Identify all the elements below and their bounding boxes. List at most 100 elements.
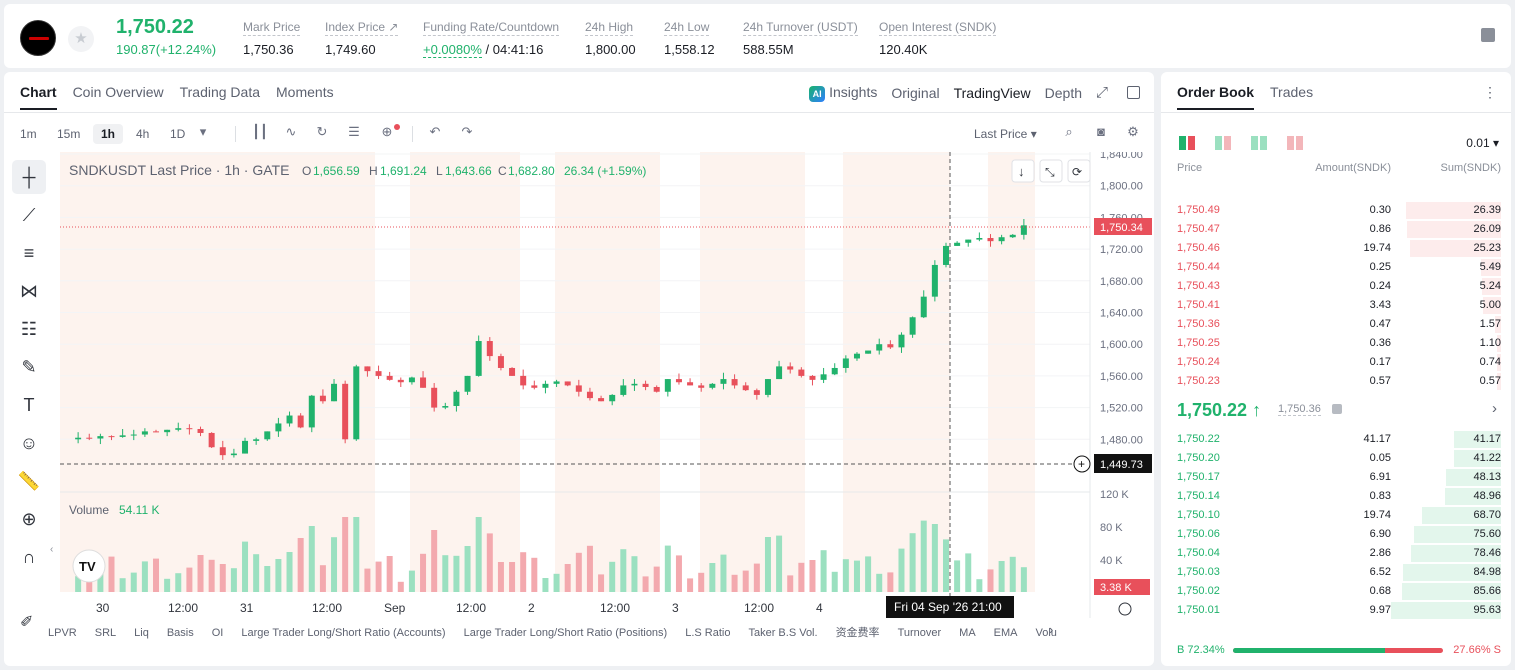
row-amount: 19.74 — [1363, 509, 1391, 521]
tab-depth[interactable]: Depth — [1044, 85, 1082, 101]
indicator-item[interactable]: Turnover — [897, 627, 942, 639]
undo-icon[interactable]: ↶ — [429, 124, 441, 139]
bid-row[interactable]: 1,750.06 6.90 75.60 — [1161, 524, 1511, 543]
asks-only-icon[interactable] — [1287, 136, 1303, 150]
book-view-toggles[interactable] — [1179, 136, 1303, 150]
timeframe-1m[interactable]: 1m — [20, 127, 37, 141]
indicator-item[interactable]: Volu — [1035, 627, 1057, 639]
timeframe-1h[interactable]: 1h — [93, 124, 124, 144]
ask-row[interactable]: 1,750.41 3.43 5.00 — [1161, 295, 1511, 314]
window-icon[interactable] — [1127, 86, 1140, 99]
tab-trading-data[interactable]: Trading Data — [179, 84, 261, 100]
zoom-in-icon[interactable]: ⊕ — [21, 509, 37, 529]
timeframe-4h[interactable]: 4h — [136, 127, 150, 141]
collapse-toolbar-icon[interactable]: ‹ — [50, 544, 54, 555]
indicator-item[interactable]: L.S Ratio — [685, 627, 731, 639]
ruler-icon[interactable]: 📏 — [17, 471, 41, 491]
price-chart[interactable]: 1,840.001,800.001,760.001,720.001,680.00… — [60, 152, 1154, 618]
tab-original[interactable]: Original — [891, 85, 940, 101]
stat-index-price[interactable]: Index Price ↗ 1,749.60 — [325, 20, 399, 57]
bid-row[interactable]: 1,750.04 2.86 78.46 — [1161, 543, 1511, 562]
settings-gear-icon[interactable]: ⚙ — [1127, 124, 1139, 139]
ask-row[interactable]: 1,750.49 0.30 26.39 — [1161, 200, 1511, 219]
indicator-item[interactable]: SRL — [94, 627, 117, 639]
stat-open-interest[interactable]: Open Interest (SNDK) 120.40K — [879, 20, 997, 57]
crosshair-icon[interactable]: ┼ — [12, 160, 46, 194]
indicator-item[interactable]: MA — [959, 627, 976, 639]
ask-row[interactable]: 1,750.36 0.47 1.57 — [1161, 314, 1511, 333]
camera-icon[interactable]: ◙ — [1097, 124, 1105, 139]
tab-moments[interactable]: Moments — [276, 84, 334, 100]
add-alert-icon[interactable] — [1073, 455, 1091, 473]
bid-row[interactable]: 1,750.22 41.17 41.17 — [1161, 429, 1511, 448]
bid-row[interactable]: 1,750.01 9.97 95.63 — [1161, 600, 1511, 619]
bid-row[interactable]: 1,750.17 6.91 48.13 — [1161, 467, 1511, 486]
bids-asks-icon[interactable] — [1215, 136, 1231, 150]
book-icon[interactable] — [1481, 28, 1495, 42]
ask-row[interactable]: 1,750.24 0.17 0.74 — [1161, 352, 1511, 371]
indicator-item[interactable]: Liq — [134, 627, 149, 639]
stat-mark-price[interactable]: Mark Price 1,750.36 — [243, 20, 301, 57]
chevron-right-icon[interactable]: › — [1049, 622, 1054, 637]
bid-row[interactable]: 1,750.14 0.83 48.96 — [1161, 486, 1511, 505]
text-icon[interactable]: T — [23, 395, 35, 415]
timeframe-1d[interactable]: 1D — [170, 127, 186, 141]
ask-row[interactable]: 1,750.43 0.24 5.24 — [1161, 276, 1511, 295]
pen-icon[interactable]: ✐ — [20, 614, 34, 631]
chevron-right-icon[interactable]: › — [1492, 400, 1497, 417]
indicator-item[interactable]: OI — [211, 627, 224, 639]
indicator-item[interactable]: LPVR — [48, 627, 77, 639]
volume-bar — [720, 554, 727, 592]
expand-icon[interactable]: ⤢ — [1095, 84, 1108, 101]
bid-row[interactable]: 1,750.10 19.74 68.70 — [1161, 505, 1511, 524]
template-icon[interactable]: ☰ — [348, 124, 360, 139]
price-type-select[interactable]: Last Price ▾ — [974, 127, 1037, 141]
tab-coin-overview[interactable]: Coin Overview — [72, 84, 164, 100]
favorite-star-icon[interactable]: ★ — [68, 26, 94, 52]
both-sides-icon[interactable] — [1179, 136, 1195, 150]
add-indicator-icon[interactable]: ⊕ — [381, 124, 393, 139]
pattern-icon[interactable]: ⋈ — [20, 281, 38, 301]
tab-insights[interactable]: AI Insights — [809, 84, 877, 102]
chevron-down-icon[interactable]: ▾ — [199, 124, 207, 139]
brush-icon[interactable]: ✎ — [21, 357, 37, 377]
ask-row[interactable]: 1,750.47 0.86 26.09 — [1161, 219, 1511, 238]
volume-bar — [920, 520, 927, 592]
emoji-icon[interactable]: ☺ — [19, 433, 39, 453]
indicator-item[interactable]: Taker B.S Vol. — [748, 627, 818, 639]
row-price: 1,750.03 — [1177, 566, 1220, 578]
timeframe-15m[interactable]: 15m — [57, 127, 81, 141]
chart-settings-icon[interactable] — [1118, 602, 1132, 616]
stat-funding-rate[interactable]: Funding Rate/Countdown +0.0080% / 04:41:1… — [423, 20, 560, 58]
ask-row[interactable]: 1,750.46 19.74 25.23 — [1161, 238, 1511, 257]
tab-trades[interactable]: Trades — [1270, 84, 1314, 100]
indicator-item[interactable]: Large Trader Long/Short Ratio (Positions… — [463, 627, 668, 639]
indicator-item[interactable]: Basis — [166, 627, 194, 639]
redo-icon[interactable]: ↷ — [461, 124, 473, 139]
volume-bar — [420, 553, 427, 592]
precision-select[interactable]: 0.01 ▾ — [1466, 136, 1499, 150]
ask-row[interactable]: 1,750.25 0.36 1.10 — [1161, 333, 1511, 352]
ask-row[interactable]: 1,750.44 0.25 5.49 — [1161, 257, 1511, 276]
bid-row[interactable]: 1,750.03 6.52 84.98 — [1161, 562, 1511, 581]
trendline-icon[interactable]: ⟋ — [22, 205, 36, 225]
indicator-item[interactable]: EMA — [993, 627, 1018, 639]
ask-row[interactable]: 1,750.23 0.57 0.57 — [1161, 371, 1511, 390]
bid-row[interactable]: 1,750.02 0.68 85.66 — [1161, 581, 1511, 600]
candle-type-icon[interactable]: ┃┃ — [252, 124, 268, 139]
tab-chart[interactable]: Chart — [20, 84, 57, 110]
bid-row[interactable]: 1,750.20 0.05 41.22 — [1161, 448, 1511, 467]
replay-icon[interactable]: ↻ — [316, 124, 328, 139]
more-menu-icon[interactable]: ⋮ — [1483, 84, 1497, 100]
tab-tradingview[interactable]: TradingView — [953, 85, 1031, 101]
horizontal-lines-icon[interactable]: ≡ — [23, 243, 35, 263]
indicator-item[interactable]: 资金费率 — [835, 627, 880, 639]
magnet-icon[interactable]: ∩ — [22, 547, 36, 567]
indicators-icon[interactable]: ∿ — [285, 124, 297, 139]
chart-scale-buttons[interactable]: ↓ ⤡ ⟳ — [1011, 159, 1091, 183]
bids-only-icon[interactable] — [1251, 136, 1267, 150]
indicator-item[interactable]: Large Trader Long/Short Ratio (Accounts) — [241, 627, 446, 639]
search-icon[interactable]: ⌕ — [1065, 124, 1073, 139]
tab-order-book[interactable]: Order Book — [1177, 84, 1255, 110]
fib-icon[interactable]: ☷ — [20, 319, 38, 339]
